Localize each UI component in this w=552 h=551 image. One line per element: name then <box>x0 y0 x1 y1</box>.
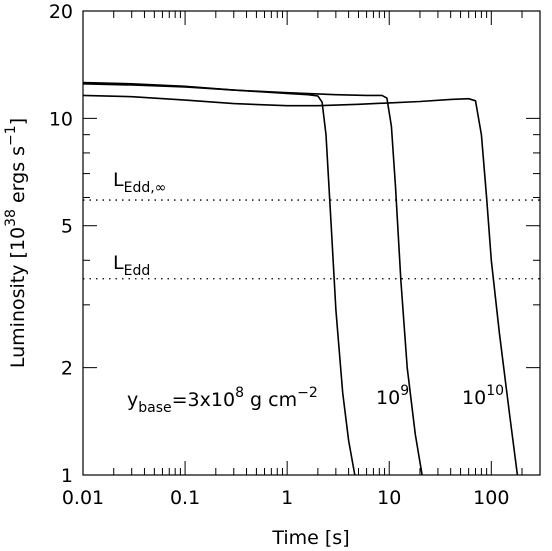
x-tick-label: 1 <box>281 487 293 509</box>
axis-tick-labels: 0.01 0.1 1 10 100 1 2 5 10 20 <box>49 1 510 509</box>
series-line <box>83 81 423 475</box>
plot-frame <box>82 10 541 476</box>
y-tick-label: 20 <box>49 1 73 23</box>
x-axis-label: Time [s] <box>271 527 349 549</box>
series-line <box>83 83 356 475</box>
series-line <box>83 94 519 475</box>
x-tick-label: 0.01 <box>62 487 104 509</box>
y-tick-label: 10 <box>49 108 73 130</box>
ref-label-edd: LEdd <box>113 252 150 279</box>
x-tick-label: 10 <box>377 487 401 509</box>
y-tick-label: 2 <box>61 358 73 380</box>
y-axis-label: Luminosity [1038 ergs s−1] <box>3 118 29 368</box>
y-tick-label: 5 <box>61 216 73 238</box>
series-lines <box>83 81 519 475</box>
annotation-ybase: ybase=3x108 g cm−2 <box>127 385 318 416</box>
annotation-1e9: 109 <box>376 383 409 409</box>
reference-lines <box>83 199 540 280</box>
x-tick-label: 100 <box>473 487 509 509</box>
ref-label-edd-inf: LEdd,∞ <box>113 169 166 196</box>
annotation-1e10: 1010 <box>462 383 504 409</box>
x-tick-label: 0.1 <box>170 487 200 509</box>
axis-ticks <box>82 10 541 476</box>
y-tick-label: 1 <box>61 465 73 487</box>
